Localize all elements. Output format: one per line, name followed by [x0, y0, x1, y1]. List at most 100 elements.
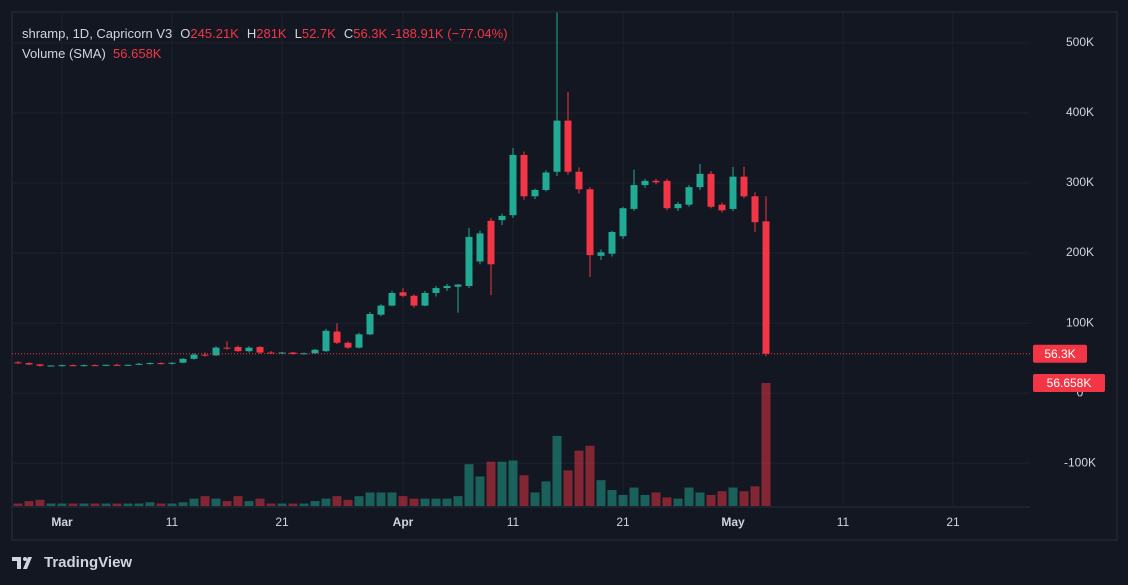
candle-body: [135, 363, 143, 365]
candle-body: [311, 349, 319, 354]
candle-body: [399, 292, 407, 296]
volume-bar: [673, 498, 683, 506]
volume-bar: [574, 450, 584, 506]
candle-body: [47, 365, 55, 367]
volume-bar: [79, 503, 89, 506]
volume-bar: [563, 470, 573, 506]
volume-bar: [486, 461, 496, 506]
volume-bar: [376, 492, 386, 506]
candle-body: [344, 342, 352, 348]
x-tick-label: 11: [837, 515, 850, 529]
ohlc-key: O: [180, 26, 191, 41]
candle-body: [201, 354, 209, 356]
x-tick-label: May: [721, 515, 745, 529]
volume-bar: [90, 503, 100, 506]
candle-body: [366, 314, 374, 335]
candle-body: [597, 252, 605, 256]
candle-body: [718, 204, 726, 211]
x-tick-label: 21: [275, 515, 289, 529]
volume-bar: [475, 476, 485, 506]
candle-body: [245, 347, 253, 352]
candle-body: [586, 189, 594, 256]
change: -188.91K (−77.04%): [390, 26, 508, 41]
ohlc: O245.21K H281K L52.7K C56.3K: [172, 26, 387, 41]
candle-body: [443, 285, 451, 289]
ohlc-value: 245.21K: [190, 26, 239, 41]
volume-bar: [299, 503, 309, 506]
candle-body: [454, 284, 462, 287]
volume-bar: [167, 503, 177, 506]
x-tick-label: 21: [616, 515, 630, 529]
candle-body: [630, 185, 638, 209]
x-tick-label: 11: [166, 515, 179, 529]
volume-bar: [266, 503, 276, 506]
volume-bar: [46, 503, 56, 506]
candle-body: [113, 364, 121, 366]
volume-bar: [178, 502, 188, 506]
candle-body: [355, 334, 363, 348]
candle-body: [652, 180, 660, 183]
candle-body: [256, 346, 264, 353]
candle-body: [432, 288, 440, 293]
volume-bar: [662, 497, 672, 506]
logo: [12, 556, 32, 569]
candle-body: [520, 154, 528, 197]
volume-bar: [739, 491, 749, 506]
candle-body: [729, 176, 737, 209]
candle-body: [146, 363, 154, 365]
volume-bar: [211, 498, 221, 506]
indicator-value: 56.658K: [113, 46, 162, 61]
volume-bar: [156, 503, 166, 506]
labels: 500K 400K 300K 200K 100K 0 -100K Mar 11 21 Apr 11 21…: [12, 35, 1105, 529]
candle-body: [322, 330, 330, 352]
candle-body: [674, 203, 682, 209]
candle-body: [58, 365, 66, 367]
volume-bar: [310, 501, 320, 506]
volume-bar: [706, 494, 716, 506]
candle-body: [212, 347, 220, 356]
volume-bar: [68, 503, 78, 506]
candle-body: [102, 364, 110, 366]
volume-bar: [519, 475, 529, 506]
ohlc-value: 52.7K: [301, 26, 336, 41]
pane-border: [11, 11, 1118, 541]
y-tick-label: 200K: [1066, 245, 1094, 259]
indicator-row: Volume (SMA) 56.658K: [22, 44, 508, 64]
candle-body: [564, 120, 572, 172]
volume-bar: [200, 496, 210, 506]
candle-body: [25, 363, 33, 365]
volume-bar: [57, 503, 67, 506]
candle-body: [333, 331, 341, 343]
y-tick-label: 400K: [1066, 105, 1094, 119]
candle-body: [531, 189, 539, 197]
candle-body: [377, 305, 385, 315]
candle-body: [553, 120, 561, 172]
volume-bar: [541, 481, 551, 506]
candle-body: [663, 180, 671, 209]
legend: shramp, 1D, Capricorn V3 O245.21K H281K L52…: [22, 24, 508, 64]
volume-bar: [728, 487, 738, 506]
volume-bar: [123, 503, 133, 506]
brand-name: TradingView: [44, 554, 133, 571]
candle-body: [421, 292, 429, 306]
candle-body: [267, 352, 275, 354]
candle-body: [190, 354, 198, 359]
candle-body: [157, 363, 165, 365]
volume-bar: [321, 498, 331, 506]
volume-bar: [277, 503, 287, 506]
volume-bar: [596, 480, 606, 506]
volume-bar: [343, 499, 353, 506]
volume-bar: [607, 490, 617, 506]
candle-body: [91, 365, 99, 367]
candle-body: [289, 352, 297, 354]
volume-bar: [464, 464, 474, 506]
volume-bar: [332, 496, 342, 506]
y-tick-label: 500K: [1066, 35, 1094, 49]
x-tick-label: Apr: [393, 515, 414, 529]
legend-row: shramp, 1D, Capricorn V3 O245.21K H281K L52…: [22, 24, 508, 44]
candle-body: [608, 232, 616, 254]
volume-bar: [409, 498, 419, 506]
candle-body: [80, 365, 88, 367]
volume-bar: [13, 503, 23, 506]
